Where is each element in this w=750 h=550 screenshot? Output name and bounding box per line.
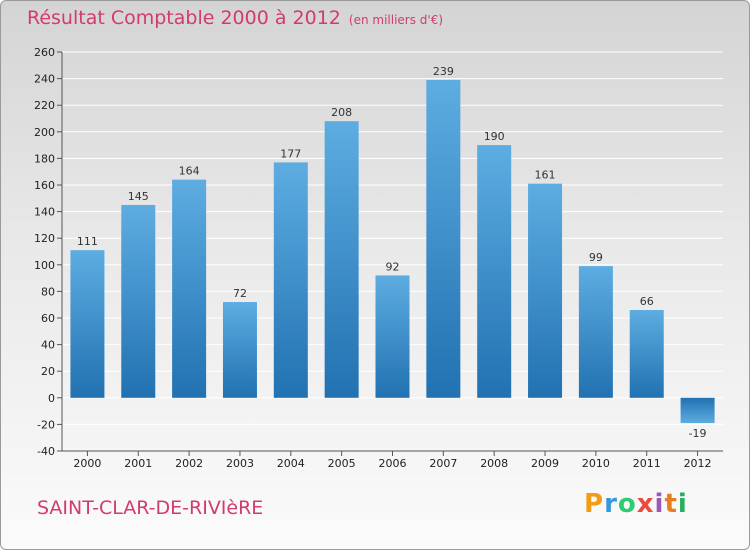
data-label: 161 — [535, 169, 556, 182]
logo-letter: i — [654, 489, 665, 519]
data-label: 164 — [179, 165, 200, 178]
y-tick-label: 160 — [34, 179, 55, 192]
x-tick-label: 2008 — [480, 457, 508, 470]
bar — [121, 204, 156, 398]
bar — [172, 179, 207, 398]
bar — [375, 275, 410, 398]
chart-unit: (en milliers d'€) — [348, 13, 444, 27]
y-tick-label: 60 — [41, 312, 55, 325]
logo-letter: i — [677, 489, 688, 519]
y-tick-label: 120 — [34, 232, 55, 245]
x-tick-label: 2006 — [379, 457, 407, 470]
y-tick-label: 240 — [34, 73, 55, 86]
data-label: 145 — [128, 190, 149, 203]
y-tick-label: -40 — [37, 445, 55, 458]
proxiti-logo: Proxiti — [584, 489, 688, 519]
bar — [528, 183, 563, 398]
data-label: 72 — [233, 287, 247, 300]
data-label: 208 — [331, 106, 352, 119]
logo-letter: x — [636, 489, 655, 519]
bar — [324, 121, 359, 398]
x-tick-label: 2009 — [531, 457, 559, 470]
x-tick-label: 2003 — [226, 457, 254, 470]
bar — [273, 162, 308, 398]
bar — [477, 145, 512, 398]
x-tick-label: 2002 — [175, 457, 203, 470]
chart-title-text: Résultat Comptable 2000 à 2012 — [27, 7, 341, 29]
bar — [222, 302, 257, 398]
y-tick-label: 140 — [34, 206, 55, 219]
logo-letter: P — [584, 489, 605, 519]
y-tick-label: 100 — [34, 259, 55, 272]
y-tick-label: 40 — [41, 339, 55, 352]
y-tick-label: 0 — [48, 392, 55, 405]
y-tick-label: 220 — [34, 99, 55, 112]
data-label: 239 — [433, 65, 454, 78]
chart-title: Résultat Comptable 2000 à 2012 (en millie… — [27, 7, 443, 29]
y-tick-label: 260 — [34, 46, 55, 59]
x-tick-label: 2005 — [328, 457, 356, 470]
x-tick-label: 2012 — [684, 457, 712, 470]
bar — [426, 79, 461, 398]
data-label: -19 — [689, 427, 707, 440]
bar — [629, 310, 664, 398]
x-tick-label: 2011 — [633, 457, 661, 470]
commune-name: SAINT-CLAR-DE-RIVIèRE — [37, 497, 264, 519]
y-tick-label: 200 — [34, 126, 55, 139]
data-label: 177 — [280, 147, 301, 160]
logo-letter: t — [664, 489, 678, 519]
y-tick-label: 180 — [34, 152, 55, 165]
data-label: 66 — [640, 295, 654, 308]
data-label: 190 — [484, 130, 505, 143]
data-label: 111 — [77, 235, 98, 248]
y-tick-label: -20 — [37, 418, 55, 431]
x-tick-label: 2007 — [429, 457, 457, 470]
y-tick-label: 20 — [41, 365, 55, 378]
x-tick-label: 2004 — [277, 457, 305, 470]
bar — [578, 266, 613, 398]
logo-letter: o — [617, 489, 637, 519]
logo-letter: r — [604, 489, 618, 519]
x-tick-label: 2000 — [73, 457, 101, 470]
bar — [680, 397, 715, 424]
y-tick-label: 80 — [41, 285, 55, 298]
x-tick-label: 2001 — [124, 457, 152, 470]
data-label: 92 — [386, 260, 400, 273]
x-tick-label: 2010 — [582, 457, 610, 470]
data-label: 99 — [589, 251, 603, 264]
bar — [70, 250, 105, 398]
